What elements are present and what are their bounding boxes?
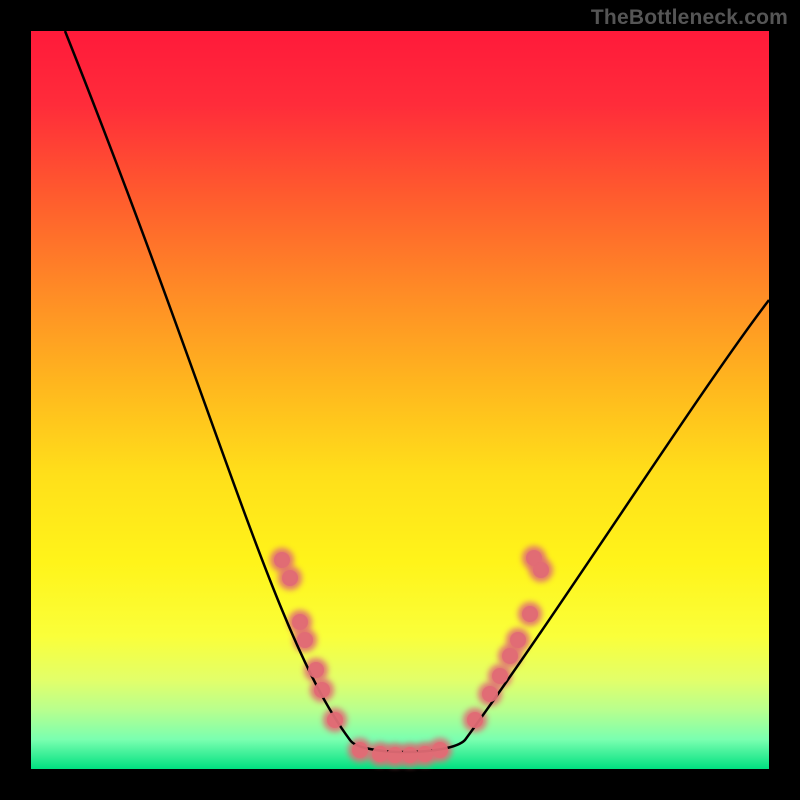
marker-dot — [467, 712, 483, 728]
watermark-label: TheBottleneck.com — [591, 6, 788, 30]
marker-dot — [482, 686, 498, 702]
marker-dot — [533, 562, 549, 578]
marker-dot — [314, 682, 330, 698]
marker-dot — [417, 746, 433, 762]
marker-dot — [282, 570, 298, 586]
marker-dot — [327, 712, 343, 728]
bottleneck-chart — [0, 0, 800, 800]
marker-dot — [432, 742, 448, 758]
marker-dot — [372, 746, 388, 762]
gradient-background — [31, 31, 769, 769]
marker-dot — [492, 668, 508, 684]
marker-dot — [387, 747, 403, 763]
marker-dot — [502, 648, 518, 664]
marker-dot — [352, 742, 368, 758]
marker-dot — [297, 632, 313, 648]
marker-dot — [402, 747, 418, 763]
marker-dot — [274, 552, 290, 568]
chart-container: { "watermark": { "text": "TheBottleneck.… — [0, 0, 800, 800]
marker-dot — [308, 662, 324, 678]
marker-dot — [292, 614, 308, 630]
marker-dot — [510, 632, 526, 648]
marker-dot — [522, 606, 538, 622]
